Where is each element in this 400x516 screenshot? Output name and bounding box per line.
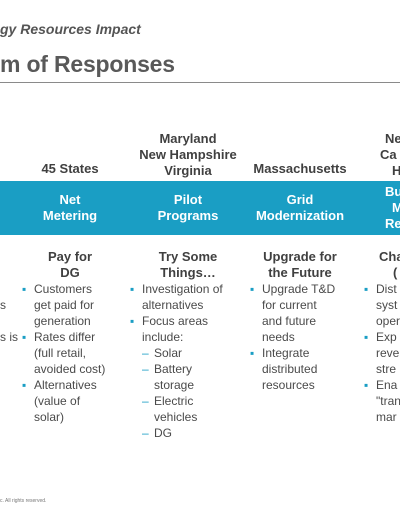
- bullet-item: distributed: [262, 362, 318, 376]
- bullet-item: Integrate: [250, 345, 335, 361]
- bullet-item: Upgrade T&D: [250, 281, 335, 297]
- states-label-business-model: Ne Ca H: [380, 131, 400, 178]
- band-label-net-metering: Net Metering: [42, 192, 98, 223]
- bullet-item: mar: [376, 410, 397, 424]
- bullet-item: get paid for: [34, 298, 95, 312]
- heading-change: Cha (: [379, 249, 400, 280]
- sub-bullet-item: storage: [154, 378, 195, 392]
- bullet-item: syst: [376, 298, 398, 312]
- bullet-item: reve: [376, 346, 400, 360]
- bullet-item: include:: [142, 330, 184, 344]
- states-label-grid-modernization: Massachusetts: [253, 161, 347, 176]
- bullet-item: Investigation of: [130, 281, 223, 297]
- sub-bullet-item: Solar: [130, 345, 223, 361]
- slide-subtitle: gy Resources Impact: [0, 21, 141, 37]
- states-label-net-metering: 45 States: [41, 161, 99, 176]
- bullet-item: alternatives: [142, 298, 204, 312]
- band-label-grid-modernization: Grid Modernization: [255, 192, 345, 223]
- bullet-item: resources: [262, 378, 315, 392]
- bullet-item: Ena: [364, 377, 400, 393]
- bullet-item: Rates differ: [22, 329, 105, 345]
- bullet-item: needs: [262, 330, 295, 344]
- bullet-item: (full retail,: [34, 346, 87, 360]
- bullet-item: Exp: [364, 329, 400, 345]
- band-label-business-model: Bu M Re: [385, 184, 400, 231]
- sub-bullet-item: DG: [130, 425, 223, 441]
- bullet-item: for current: [262, 298, 317, 312]
- bullet-item: Focus areas: [130, 313, 223, 329]
- bullet-item: "tran: [376, 394, 400, 408]
- slide-title: m of Responses: [0, 51, 175, 77]
- states-label-pilot-programs: Maryland New Hampshire Virginia: [139, 131, 237, 178]
- heading-upgrade-for-future: Upgrade for the Future: [263, 249, 337, 280]
- sub-bullet-item: Electric: [130, 393, 223, 409]
- bullet-item: oper: [376, 314, 400, 328]
- heading-pay-for-dg: Pay for DG: [47, 249, 93, 280]
- bullet-item: generation: [34, 314, 91, 328]
- bullet-item: Dist: [364, 281, 400, 297]
- bullet-item: Customers: [22, 281, 105, 297]
- bullet-item: and future: [262, 314, 317, 328]
- bullet-item: stre: [376, 362, 397, 376]
- bullet-item: avoided cost): [34, 362, 106, 376]
- bullet-item: Alternatives: [22, 377, 105, 393]
- sub-bullet-item: Battery: [130, 361, 223, 377]
- response-band: [0, 181, 400, 235]
- copyright-footer: c. All rights reserved.: [0, 498, 47, 504]
- left-column-fragment-1: s: [0, 298, 6, 312]
- title-divider: [0, 82, 400, 83]
- bullet-item: solar): [34, 410, 65, 424]
- bullet-item: (value of: [34, 394, 81, 408]
- band-label-pilot-programs: Pilot Programs: [157, 192, 219, 223]
- heading-try-some-things: Try Some Things…: [158, 249, 218, 280]
- sub-bullet-item: vehicles: [154, 410, 198, 424]
- bullets-pilot-programs: Investigation ofalternativesFocus areasi…: [130, 281, 223, 441]
- left-column-fragment-2: s is: [0, 330, 18, 344]
